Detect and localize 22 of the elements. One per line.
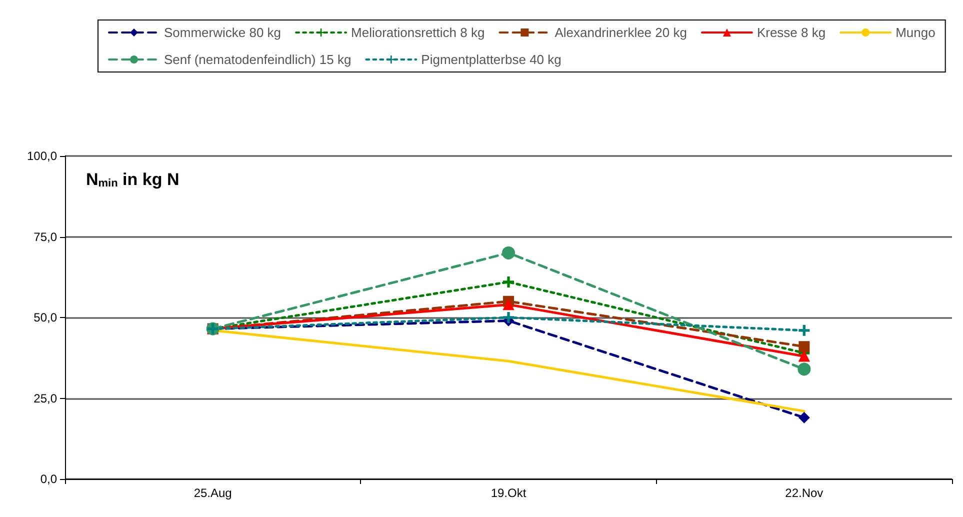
legend-label: Sommerwicke 80 kg xyxy=(164,25,282,40)
point xyxy=(503,312,514,323)
legend-label: Mungo xyxy=(896,25,936,40)
y-tick-label: 25,0 xyxy=(34,391,58,406)
point xyxy=(798,324,810,336)
legend-label: Pigmentplatterbse 40 kg xyxy=(421,52,562,67)
point xyxy=(798,412,810,424)
point xyxy=(503,276,514,288)
x-tick-label: 25.Aug xyxy=(194,486,232,500)
legend-label: Senf (nematodenfeindlich) 15 kg xyxy=(164,52,352,67)
y-tick-label: 0,0 xyxy=(40,472,58,486)
legend-label: Meliorationsrettich 8 kg xyxy=(351,25,485,40)
y-tick-label: 75,0 xyxy=(34,230,58,244)
point xyxy=(798,341,810,352)
y-tick-label: 100,0 xyxy=(26,149,58,163)
y-tick-label: 50,0 xyxy=(34,310,58,324)
point xyxy=(502,246,515,260)
x-tick-label: 22.Nov xyxy=(785,486,824,500)
legend-label: Alexandrinerklee 20 kg xyxy=(554,25,687,40)
point xyxy=(798,362,811,376)
x-tick-label: 19.Okt xyxy=(490,486,527,500)
legend-label: Kresse 8 kg xyxy=(756,25,826,40)
